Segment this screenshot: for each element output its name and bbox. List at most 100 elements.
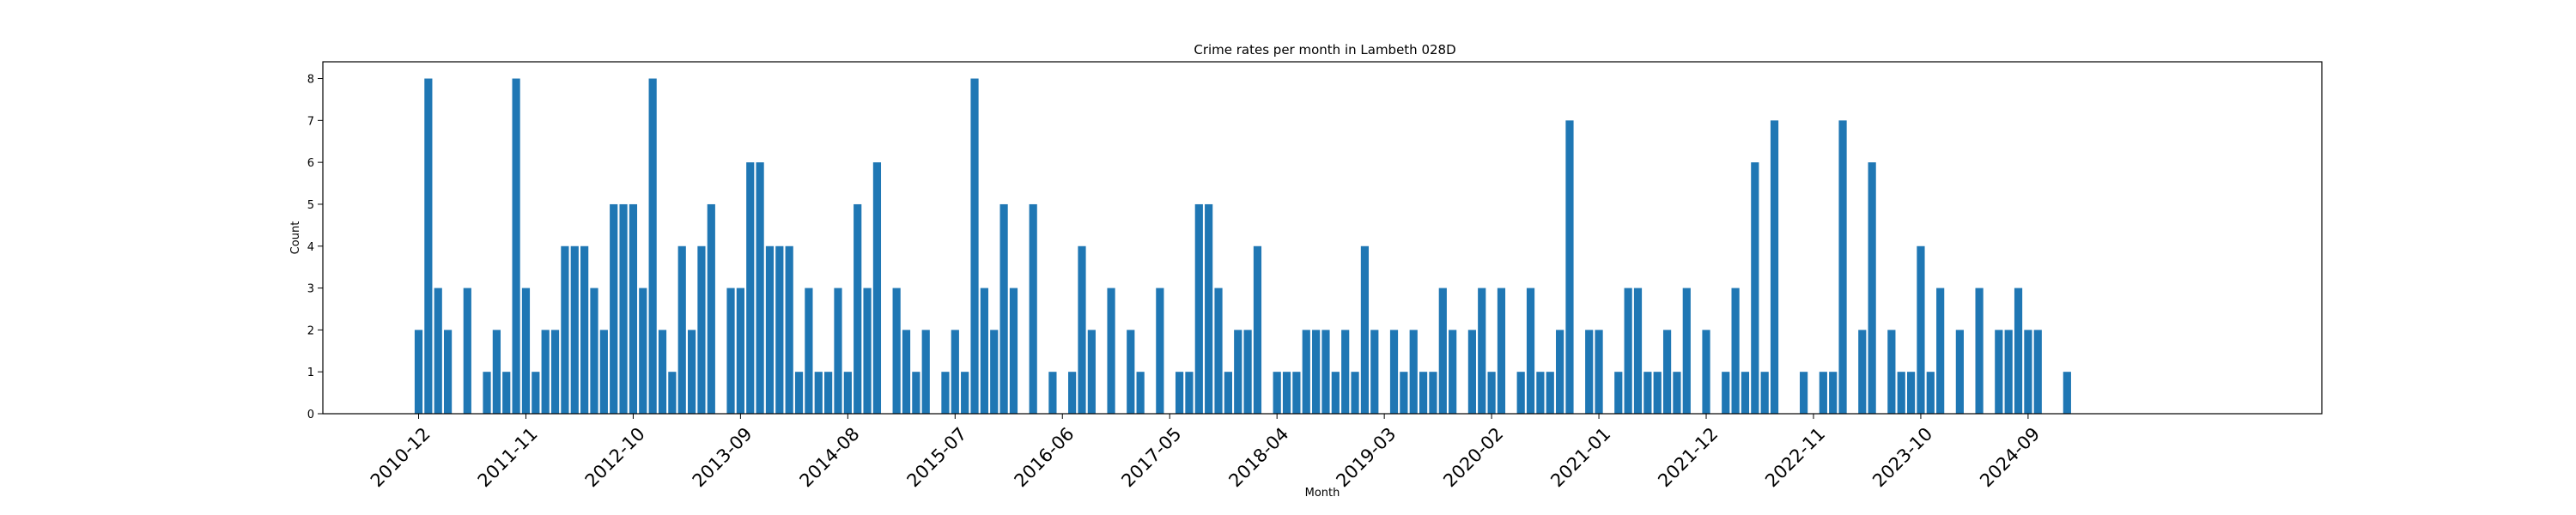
bar <box>1360 245 1370 414</box>
bar <box>599 330 608 414</box>
bar <box>483 372 491 414</box>
bar <box>814 372 823 414</box>
bar <box>1585 330 1594 414</box>
bar <box>1409 330 1418 414</box>
bar <box>1234 330 1242 414</box>
bar <box>1595 330 1603 414</box>
bar <box>1389 330 1399 414</box>
x-tick-label: 2016-06 <box>1011 423 1078 491</box>
bar <box>1702 330 1710 414</box>
bar <box>512 78 520 415</box>
bar <box>668 372 677 414</box>
bar <box>2033 330 2042 414</box>
x-tick-label: 2015-07 <box>903 423 971 491</box>
bar <box>1370 330 1379 414</box>
bar <box>541 330 550 414</box>
y-tick-label: 8 <box>307 74 314 87</box>
x-tick-label: 2013-09 <box>689 423 756 491</box>
bar <box>1312 330 1321 414</box>
bar <box>775 245 784 414</box>
x-tick-label: 2021-12 <box>1654 423 1722 491</box>
bar <box>580 245 589 414</box>
bar <box>824 372 833 414</box>
bar <box>1751 162 1759 414</box>
bar <box>658 330 667 414</box>
bar <box>1819 372 1827 414</box>
bar <box>532 372 540 414</box>
bar <box>1829 372 1838 414</box>
bar <box>1429 372 1437 414</box>
bar <box>1906 372 1916 414</box>
x-tick-label: 2017-05 <box>1117 423 1185 491</box>
bar <box>765 245 775 414</box>
bar <box>961 372 969 414</box>
bar <box>1556 330 1564 414</box>
y-tick-label: 5 <box>307 199 314 212</box>
bar <box>1253 245 1262 414</box>
bar <box>1107 288 1115 414</box>
bar <box>424 78 433 415</box>
bar <box>1887 330 1896 414</box>
x-tick-label: 2024-09 <box>1976 423 2044 491</box>
x-tick-label: 2021-01 <box>1546 423 1614 491</box>
bar <box>1653 372 1662 414</box>
bar <box>414 330 423 414</box>
bar <box>1078 245 1086 414</box>
bar <box>1722 372 1730 414</box>
x-tick-label: 2010-12 <box>367 423 434 491</box>
x-tick-label: 2018-04 <box>1224 423 1292 491</box>
bar <box>648 78 657 415</box>
x-axis-label: Month <box>1305 487 1340 500</box>
bar <box>1331 372 1340 414</box>
bar <box>1029 203 1037 414</box>
bar <box>1614 372 1623 414</box>
bar <box>1292 372 1301 414</box>
bar <box>687 330 696 414</box>
bar <box>863 288 872 414</box>
bar <box>834 288 842 414</box>
x-tick-label: 2020-02 <box>1439 423 1507 491</box>
bar <box>1633 288 1643 414</box>
bar <box>999 203 1008 414</box>
bar <box>629 203 638 414</box>
bar <box>1321 330 1330 414</box>
bar <box>677 245 686 414</box>
bar <box>1565 120 1574 414</box>
bar <box>463 288 471 414</box>
bar <box>1526 288 1535 414</box>
bars-group <box>414 78 2071 415</box>
y-tick-label: 7 <box>307 115 314 128</box>
bar <box>1214 288 1223 414</box>
x-tick-label: 2022-11 <box>1761 423 1829 491</box>
bar <box>1624 288 1632 414</box>
bar <box>1419 372 1428 414</box>
y-tick-label: 4 <box>307 241 314 254</box>
bar <box>1955 330 1964 414</box>
bar <box>1127 330 1135 414</box>
bar <box>1917 245 1925 414</box>
bar <box>1194 203 1203 414</box>
bar <box>1136 372 1145 414</box>
bar <box>1243 330 1252 414</box>
bar <box>2063 372 2071 414</box>
bar <box>550 330 560 414</box>
bar <box>590 288 598 414</box>
bar <box>921 330 930 414</box>
bar <box>1673 372 1681 414</box>
chart-title: Crime rates per month in Lambeth 028D <box>1194 42 1455 58</box>
bar <box>1838 120 1847 414</box>
bar <box>1341 330 1350 414</box>
bar <box>1224 372 1232 414</box>
bar <box>1449 330 1457 414</box>
bar <box>854 203 862 414</box>
bar <box>1858 330 1867 414</box>
bar <box>980 288 988 414</box>
bar <box>1438 288 1447 414</box>
x-tick-label: 2014-08 <box>796 423 864 491</box>
bar <box>2014 288 2023 414</box>
bar <box>2004 330 2013 414</box>
x-tick-label: 2019-03 <box>1332 423 1400 491</box>
bar <box>2024 330 2032 414</box>
bar <box>1936 288 1945 414</box>
